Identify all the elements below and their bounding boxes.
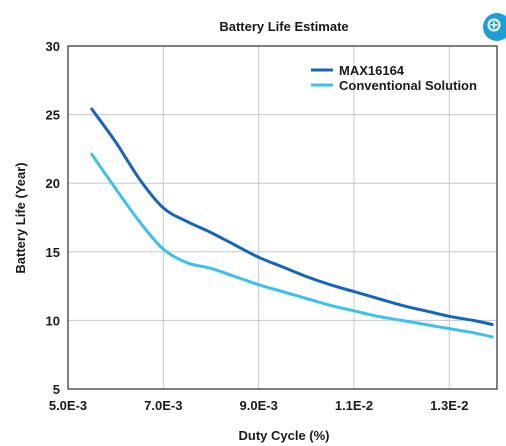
x-tick-label: 1.3E-2	[430, 398, 468, 413]
series-lines	[90, 107, 494, 339]
x-tick-label: 9.0E-3	[240, 398, 278, 413]
series-line-max16164	[90, 107, 494, 326]
y-tick-label: 15	[46, 245, 60, 260]
x-tick-label: 7.0E-3	[144, 398, 182, 413]
y-tick-label: 5	[53, 382, 60, 397]
y-tick-label: 20	[46, 176, 60, 191]
legend-label: MAX16164	[339, 63, 405, 78]
add-icon[interactable]	[483, 13, 506, 41]
x-axis-title: Duty Cycle (%)	[238, 428, 329, 443]
axes	[67, 45, 498, 390]
series-line-conventional-solution	[90, 152, 494, 339]
plot-frame	[67, 45, 498, 390]
y-tick-label: 25	[46, 108, 60, 123]
y-tick-label: 10	[46, 313, 60, 328]
y-axis-title: Battery Life (Year)	[13, 162, 28, 273]
chart-title: Battery Life Estimate	[219, 19, 348, 34]
x-tick-label: 5.0E-3	[49, 398, 87, 413]
x-axis-ticks: 5.0E-3 7.0E-3 9.0E-3 1.1E-2 1.3E-2	[49, 398, 469, 413]
y-tick-label: 30	[46, 39, 60, 54]
legend-label: Conventional Solution	[339, 78, 477, 93]
x-tick-label: 1.1E-2	[335, 398, 373, 413]
grid	[68, 46, 497, 389]
y-axis-ticks: 5 10 15 20 25 30	[46, 39, 60, 397]
